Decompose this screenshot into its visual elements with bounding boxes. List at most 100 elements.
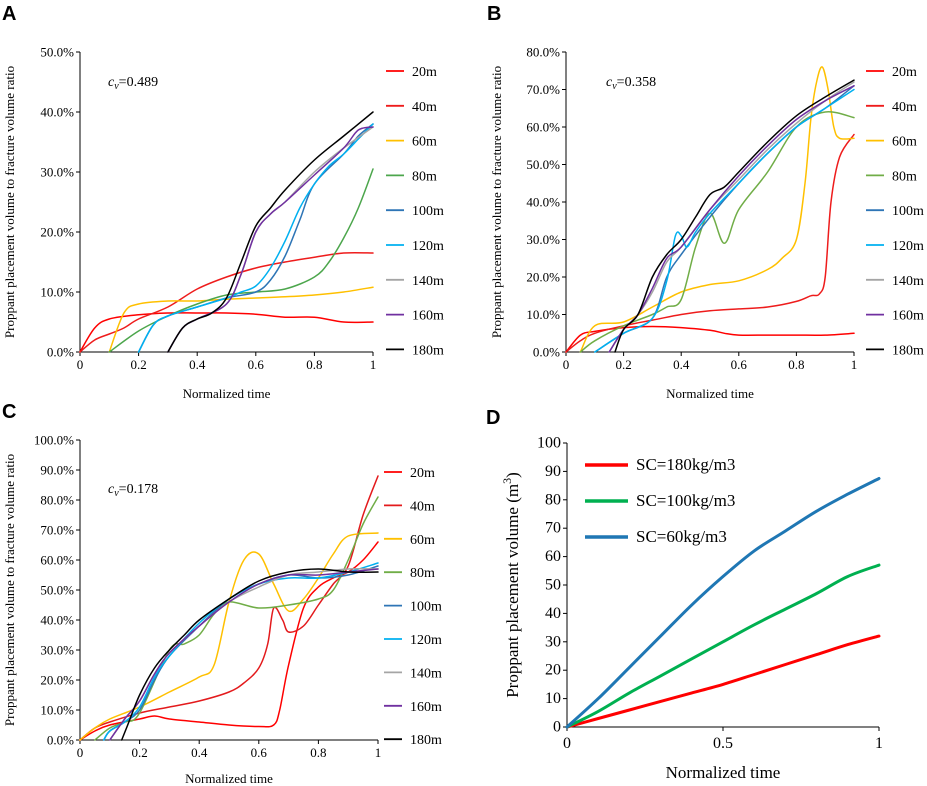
y-axis-label: Proppant placement volume to fracture vo…: [2, 66, 17, 338]
series-line-120m: [594, 88, 855, 353]
panel-b: B 0.0% 10.0% 20.0% 30.0% 40.0% 50.0% 60.0% 70.0%…: [487, 3, 924, 401]
legend-label: 100m: [892, 204, 924, 219]
x-tick-label: 0.2: [615, 357, 631, 372]
y-tick-label: 20.0%: [40, 225, 74, 240]
x-tick-label: 0.4: [673, 357, 690, 372]
legend-label: 180m: [410, 733, 442, 748]
panel-letter: C: [2, 401, 16, 423]
x-tick-label: 1: [875, 735, 883, 752]
series-line-20m: [565, 325, 855, 353]
x-tick-label: 0.8: [306, 357, 322, 372]
cv-value: =0.489: [119, 75, 158, 90]
legend-label: 80m: [412, 169, 437, 184]
series-line-20m: [79, 541, 379, 741]
y-tick-label: 20.0%: [40, 673, 74, 688]
y-tick-label: 60.0%: [526, 120, 560, 135]
legend-label: SC=100kg/m3: [636, 491, 735, 510]
cv-annotation: cv=0.178: [108, 482, 158, 499]
y-tick-label: 30.0%: [526, 232, 560, 247]
x-tick-label: 0.4: [191, 745, 208, 760]
cv-subscript: v: [612, 81, 617, 92]
y-tick-label: 50.0%: [40, 45, 74, 60]
x-tick-label: 0.8: [788, 357, 804, 372]
legend-label: 80m: [892, 169, 917, 184]
y-tick-label: 100.0%: [34, 433, 74, 448]
x-tick-label: 0.6: [251, 745, 268, 760]
legend-label: 20m: [892, 65, 917, 80]
x-tick-label: 0: [563, 735, 571, 752]
x-tick-label: 0.6: [248, 357, 265, 372]
x-tick-label: 0.5: [713, 735, 733, 752]
y-tick-label: 60.0%: [40, 553, 74, 568]
series-line-80m: [579, 110, 855, 353]
legend-label: 60m: [410, 533, 435, 548]
legend-label: 60m: [892, 135, 917, 150]
y-tick-label: 0.0%: [47, 733, 74, 748]
panel-letter: A: [2, 3, 16, 25]
y-tick-label: 40.0%: [40, 105, 74, 120]
legend-label: 20m: [412, 65, 437, 80]
legend-label: 180m: [412, 343, 444, 358]
y-tick-label: 100: [537, 435, 561, 452]
legend-label: 180m: [892, 343, 924, 358]
x-tick-label: 1: [851, 357, 858, 372]
series-line-120m: [137, 123, 374, 353]
cv-value: =0.358: [617, 75, 656, 90]
y-tick-label: 30.0%: [40, 165, 74, 180]
y-tick-label: 70.0%: [526, 82, 560, 97]
y-axis-label-main: Proppant placement volume (m: [503, 484, 522, 698]
cv-symbol: c: [108, 75, 115, 90]
y-tick-label: 20: [545, 662, 561, 679]
cv-annotation: cv=0.489: [108, 75, 158, 92]
series-line-180m: [167, 111, 374, 353]
legend-label: 100m: [410, 600, 442, 615]
series-line-140m: [608, 81, 855, 353]
legend-label: 120m: [892, 239, 924, 254]
series-line-60m: [79, 532, 379, 741]
x-tick-label: 0.2: [130, 357, 146, 372]
series-line-40m: [79, 475, 379, 741]
legend-label: 40m: [410, 499, 435, 514]
series-line-100m: [594, 85, 855, 353]
legend-label: SC=180kg/m3: [636, 455, 735, 474]
legend-label: 100m: [412, 204, 444, 219]
y-tick-label: 0.0%: [47, 345, 74, 360]
legend-label: 20m: [410, 466, 435, 481]
legend-label: 140m: [892, 274, 924, 289]
y-axis-label: Proppant placement volume to fracture vo…: [2, 454, 17, 726]
y-tick-label: 0: [553, 719, 561, 736]
legend-label: SC=60kg/m3: [636, 527, 727, 546]
legend-label: 140m: [410, 666, 442, 681]
y-tick-label: 30: [545, 633, 561, 650]
y-tick-label: 10.0%: [40, 703, 74, 718]
y-tick-label: 10.0%: [526, 307, 560, 322]
legend-label: 80m: [410, 566, 435, 581]
y-tick-label: 40: [545, 605, 561, 622]
y-tick-label: 50: [545, 577, 561, 594]
legend-label: 160m: [412, 309, 444, 324]
y-tick-label: 80.0%: [526, 45, 560, 60]
y-tick-label: 80: [545, 491, 561, 508]
y-axis-label-sup: 3: [500, 478, 514, 484]
y-tick-label: 70.0%: [40, 523, 74, 538]
series-line-60m: [108, 286, 374, 353]
y-tick-label: 0.0%: [533, 345, 560, 360]
y-axis-label: Proppant placement volume (m3): [500, 472, 522, 698]
panel-d: D 0 10 20 30 40 50 60 70 80 90 100 0 0.5 1 Normalized t…: [486, 407, 883, 782]
y-tick-label: 30.0%: [40, 643, 74, 658]
series-line-60m: [579, 66, 855, 353]
x-tick-label: 0.8: [310, 745, 326, 760]
legend-label: 120m: [410, 633, 442, 648]
cv-annotation: cv=0.358: [606, 75, 656, 92]
y-axis-label: Proppant placement volume to fracture vo…: [489, 66, 504, 338]
x-tick-label: 1: [375, 745, 382, 760]
y-tick-label: 20.0%: [526, 270, 560, 285]
x-axis-label: Normalized time: [183, 386, 271, 401]
panel-c: C 0.0% 10.0% 20.0% 30.0% 40.0% 50.0% 60.0% 70.0%…: [2, 401, 442, 786]
series-line-140m: [109, 568, 379, 741]
y-tick-label: 90.0%: [40, 463, 74, 478]
y-tick-label: 60: [545, 548, 561, 565]
cv-subscript: v: [114, 488, 119, 499]
series-line-160m: [608, 85, 855, 353]
